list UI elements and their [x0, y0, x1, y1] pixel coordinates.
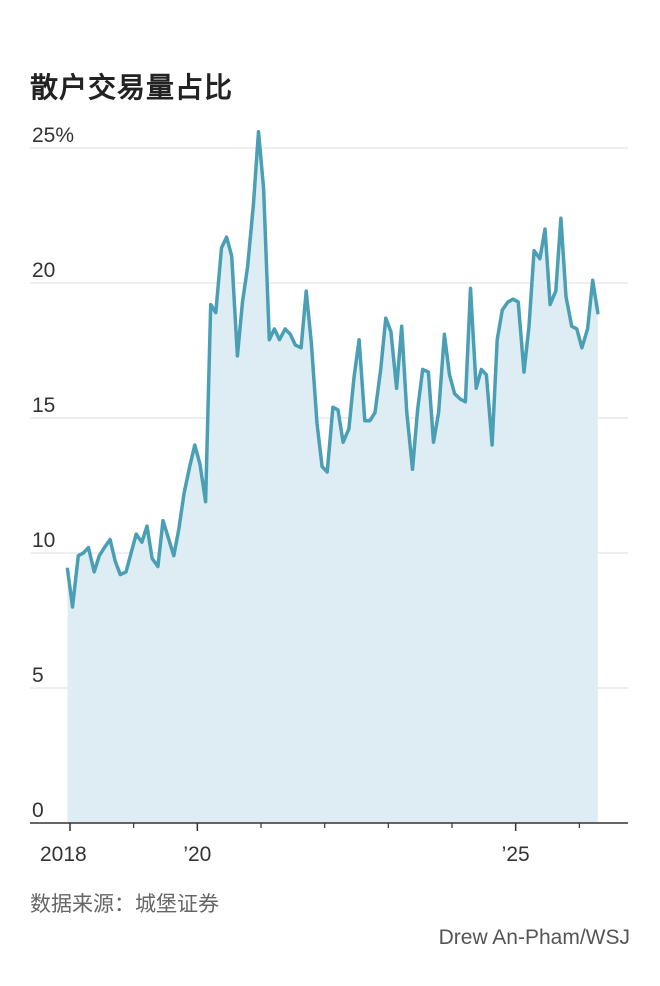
y-tick-labels: 25% 20 15 10 5 0 [32, 124, 74, 822]
y-tick-label: 5 [32, 664, 44, 687]
y-tick-label: 0 [32, 799, 44, 822]
y-tick-label: 10 [32, 529, 55, 552]
area-layer [67, 131, 598, 824]
y-tick-label: 15 [32, 394, 55, 417]
x-tick-label: 2018 [40, 843, 87, 866]
y-tick-label: 25% [32, 124, 74, 147]
x-tick-label: ’20 [183, 843, 211, 866]
x-tick-label: ’25 [502, 843, 530, 866]
line-layer [65, 130, 600, 609]
chart-title: 散户交易量占比 [30, 71, 234, 104]
x-axis [30, 822, 628, 831]
x-tick-labels: 2018 ’20 ’25 [40, 843, 530, 866]
credit-line: Drew An-Pham/WSJ [438, 926, 630, 949]
series-area [67, 131, 598, 824]
y-tick-label: 20 [32, 259, 55, 282]
source-note: 数据来源：城堡证券 [30, 892, 219, 916]
series-line [65, 130, 600, 609]
